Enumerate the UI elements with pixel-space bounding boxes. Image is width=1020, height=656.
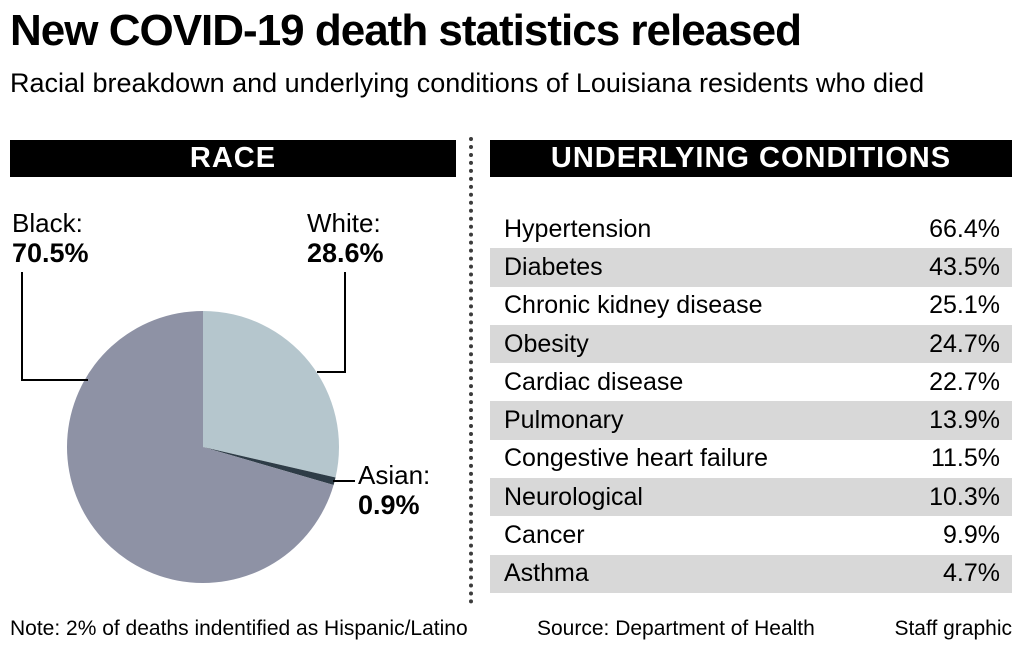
conditions-panel-header: UNDERLYING CONDITIONS — [490, 140, 1012, 177]
black-slice-value: 70.5% — [12, 238, 89, 269]
asian-slice-label: Asian: 0.9% — [358, 460, 430, 521]
table-row: Pulmonary 13.9% — [490, 401, 1012, 440]
condition-value: 43.5% — [929, 252, 1000, 281]
page-subtitle: Racial breakdown and underlying conditio… — [10, 68, 925, 98]
condition-label: Obesity — [504, 329, 589, 358]
table-row: Hypertension 66.4% — [490, 210, 1012, 249]
condition-label: Congestive heart failure — [504, 444, 769, 473]
condition-value: 22.7% — [929, 367, 1000, 396]
table-row: Diabetes 43.5% — [490, 248, 1012, 287]
condition-label: Neurological — [504, 482, 643, 511]
table-row: Asthma 4.7% — [490, 554, 1012, 593]
race-panel-header-label: RACE — [189, 142, 277, 174]
condition-value: 24.7% — [929, 329, 1000, 358]
condition-label: Diabetes — [504, 252, 603, 281]
condition-value: 4.7% — [943, 559, 1000, 588]
black-slice-label: Black: 70.5% — [12, 208, 89, 269]
pie-slice-white — [203, 311, 340, 478]
footer-source: Source: Department of Health — [537, 617, 815, 640]
condition-label: Chronic kidney disease — [504, 291, 763, 320]
condition-value: 25.1% — [929, 291, 1000, 320]
white-slice-label: White: 28.6% — [307, 208, 384, 269]
conditions-panel-header-label: UNDERLYING CONDITIONS — [550, 142, 952, 174]
page-title: New COVID-19 death statistics released — [10, 6, 802, 55]
footer-note: Note: 2% of deaths indentified as Hispan… — [10, 617, 468, 640]
dotted-divider — [469, 137, 473, 604]
condition-value: 66.4% — [929, 214, 1000, 243]
table-row: Obesity 24.7% — [490, 324, 1012, 364]
condition-value: 10.3% — [929, 482, 1000, 511]
conditions-table: Hypertension 66.4% Diabetes 43.5% Chronic ki… — [490, 210, 1012, 593]
table-row: Cardiac disease 22.7% — [490, 363, 1012, 402]
condition-value: 11.5% — [930, 444, 1000, 473]
white-slice-name: White: — [307, 208, 381, 238]
table-row: Cancer 9.9% — [490, 516, 1012, 555]
condition-label: Cardiac disease — [504, 367, 684, 396]
pie-slice-asian — [203, 447, 336, 485]
race-panel-header: RACE — [10, 140, 456, 177]
condition-label: Cancer — [504, 521, 585, 550]
condition-label: Asthma — [504, 559, 589, 588]
condition-value: 9.9% — [943, 521, 1000, 550]
condition-label: Hypertension — [504, 214, 652, 243]
black-slice-name: Black: — [12, 208, 83, 238]
black-callout-line — [21, 272, 88, 381]
condition-value: 13.9% — [929, 406, 1000, 435]
white-callout-line — [317, 272, 346, 373]
footer-credit: Staff graphic — [894, 617, 1012, 640]
pie-slice-black — [66, 311, 334, 583]
race-pie-chart — [21, 272, 355, 583]
table-row: Neurological 10.3% — [490, 478, 1012, 517]
pie-slices — [66, 311, 340, 583]
asian-slice-value: 0.9% — [358, 490, 420, 521]
condition-label: Pulmonary — [504, 406, 624, 435]
table-row: Congestive heart failure 11.5% — [490, 439, 1012, 479]
table-row: Chronic kidney disease 25.1% — [490, 286, 1012, 325]
white-slice-value: 28.6% — [307, 238, 384, 269]
asian-slice-name: Asian: — [358, 460, 431, 490]
